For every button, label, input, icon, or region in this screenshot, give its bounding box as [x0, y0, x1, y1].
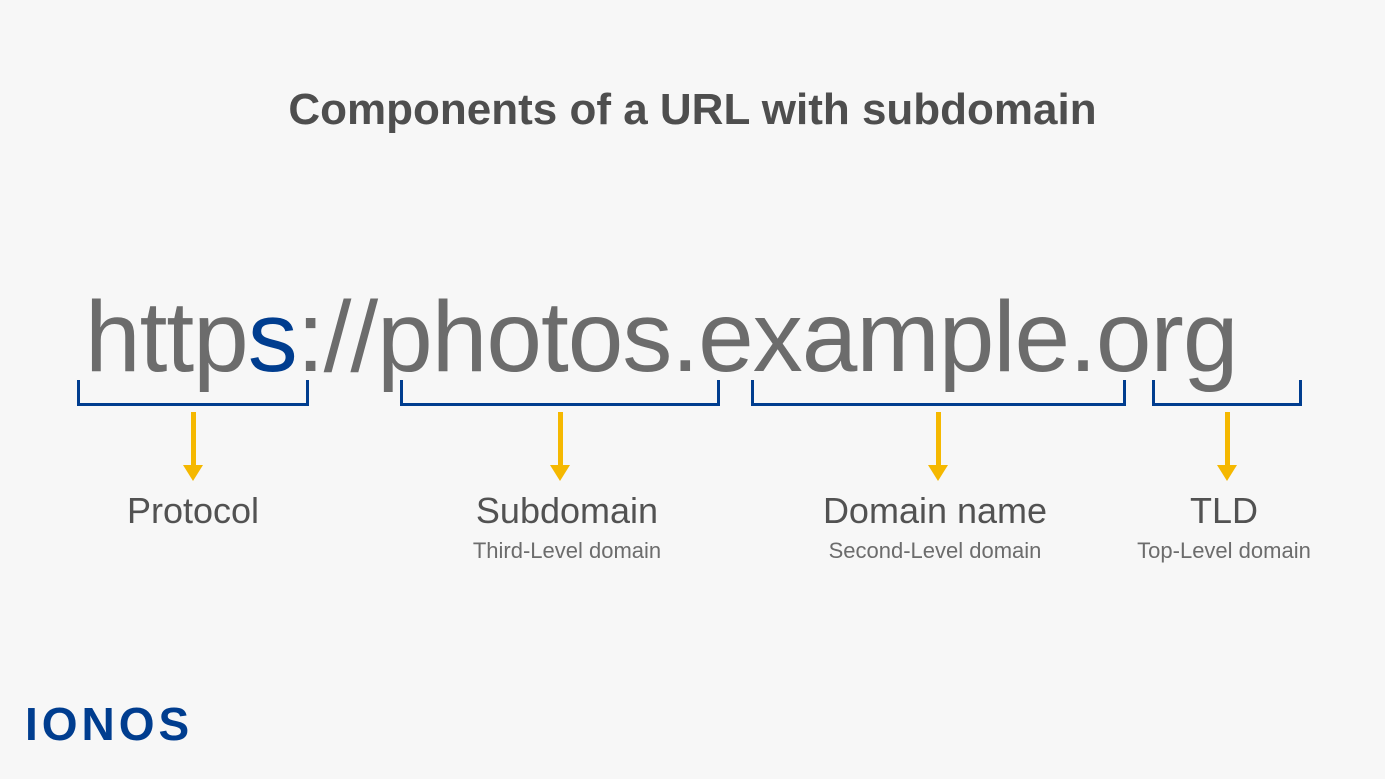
arrow-head-icon-3 — [1217, 465, 1237, 481]
diagram-title: Components of a URL with subdomain — [0, 85, 1385, 135]
arrow-line-3 — [1225, 412, 1230, 467]
arrow-head-icon-1 — [550, 465, 570, 481]
bracket-1 — [400, 380, 720, 406]
label-sub-1: Third-Level domain — [417, 538, 717, 564]
arrow-head-icon-2 — [928, 465, 948, 481]
label-main-3: TLD — [1074, 490, 1374, 532]
bracket-3 — [1152, 380, 1302, 406]
label-main-0: Protocol — [43, 490, 343, 532]
brand-logo: IONOS — [25, 697, 193, 751]
arrow-line-0 — [191, 412, 196, 467]
url-display: https://photos.example.org — [85, 280, 1237, 395]
arrow-line-1 — [558, 412, 563, 467]
label-sub-3: Top-Level domain — [1074, 538, 1374, 564]
label-main-1: Subdomain — [417, 490, 717, 532]
label-sub-2: Second-Level domain — [785, 538, 1085, 564]
label-main-2: Domain name — [785, 490, 1085, 532]
url-rest: ://photos.example.org — [297, 281, 1238, 393]
arrow-head-icon-0 — [183, 465, 203, 481]
url-protocol-http: http — [85, 281, 248, 393]
bracket-0 — [77, 380, 309, 406]
arrow-line-2 — [936, 412, 941, 467]
bracket-2 — [751, 380, 1126, 406]
url-protocol-s: s — [248, 281, 297, 393]
